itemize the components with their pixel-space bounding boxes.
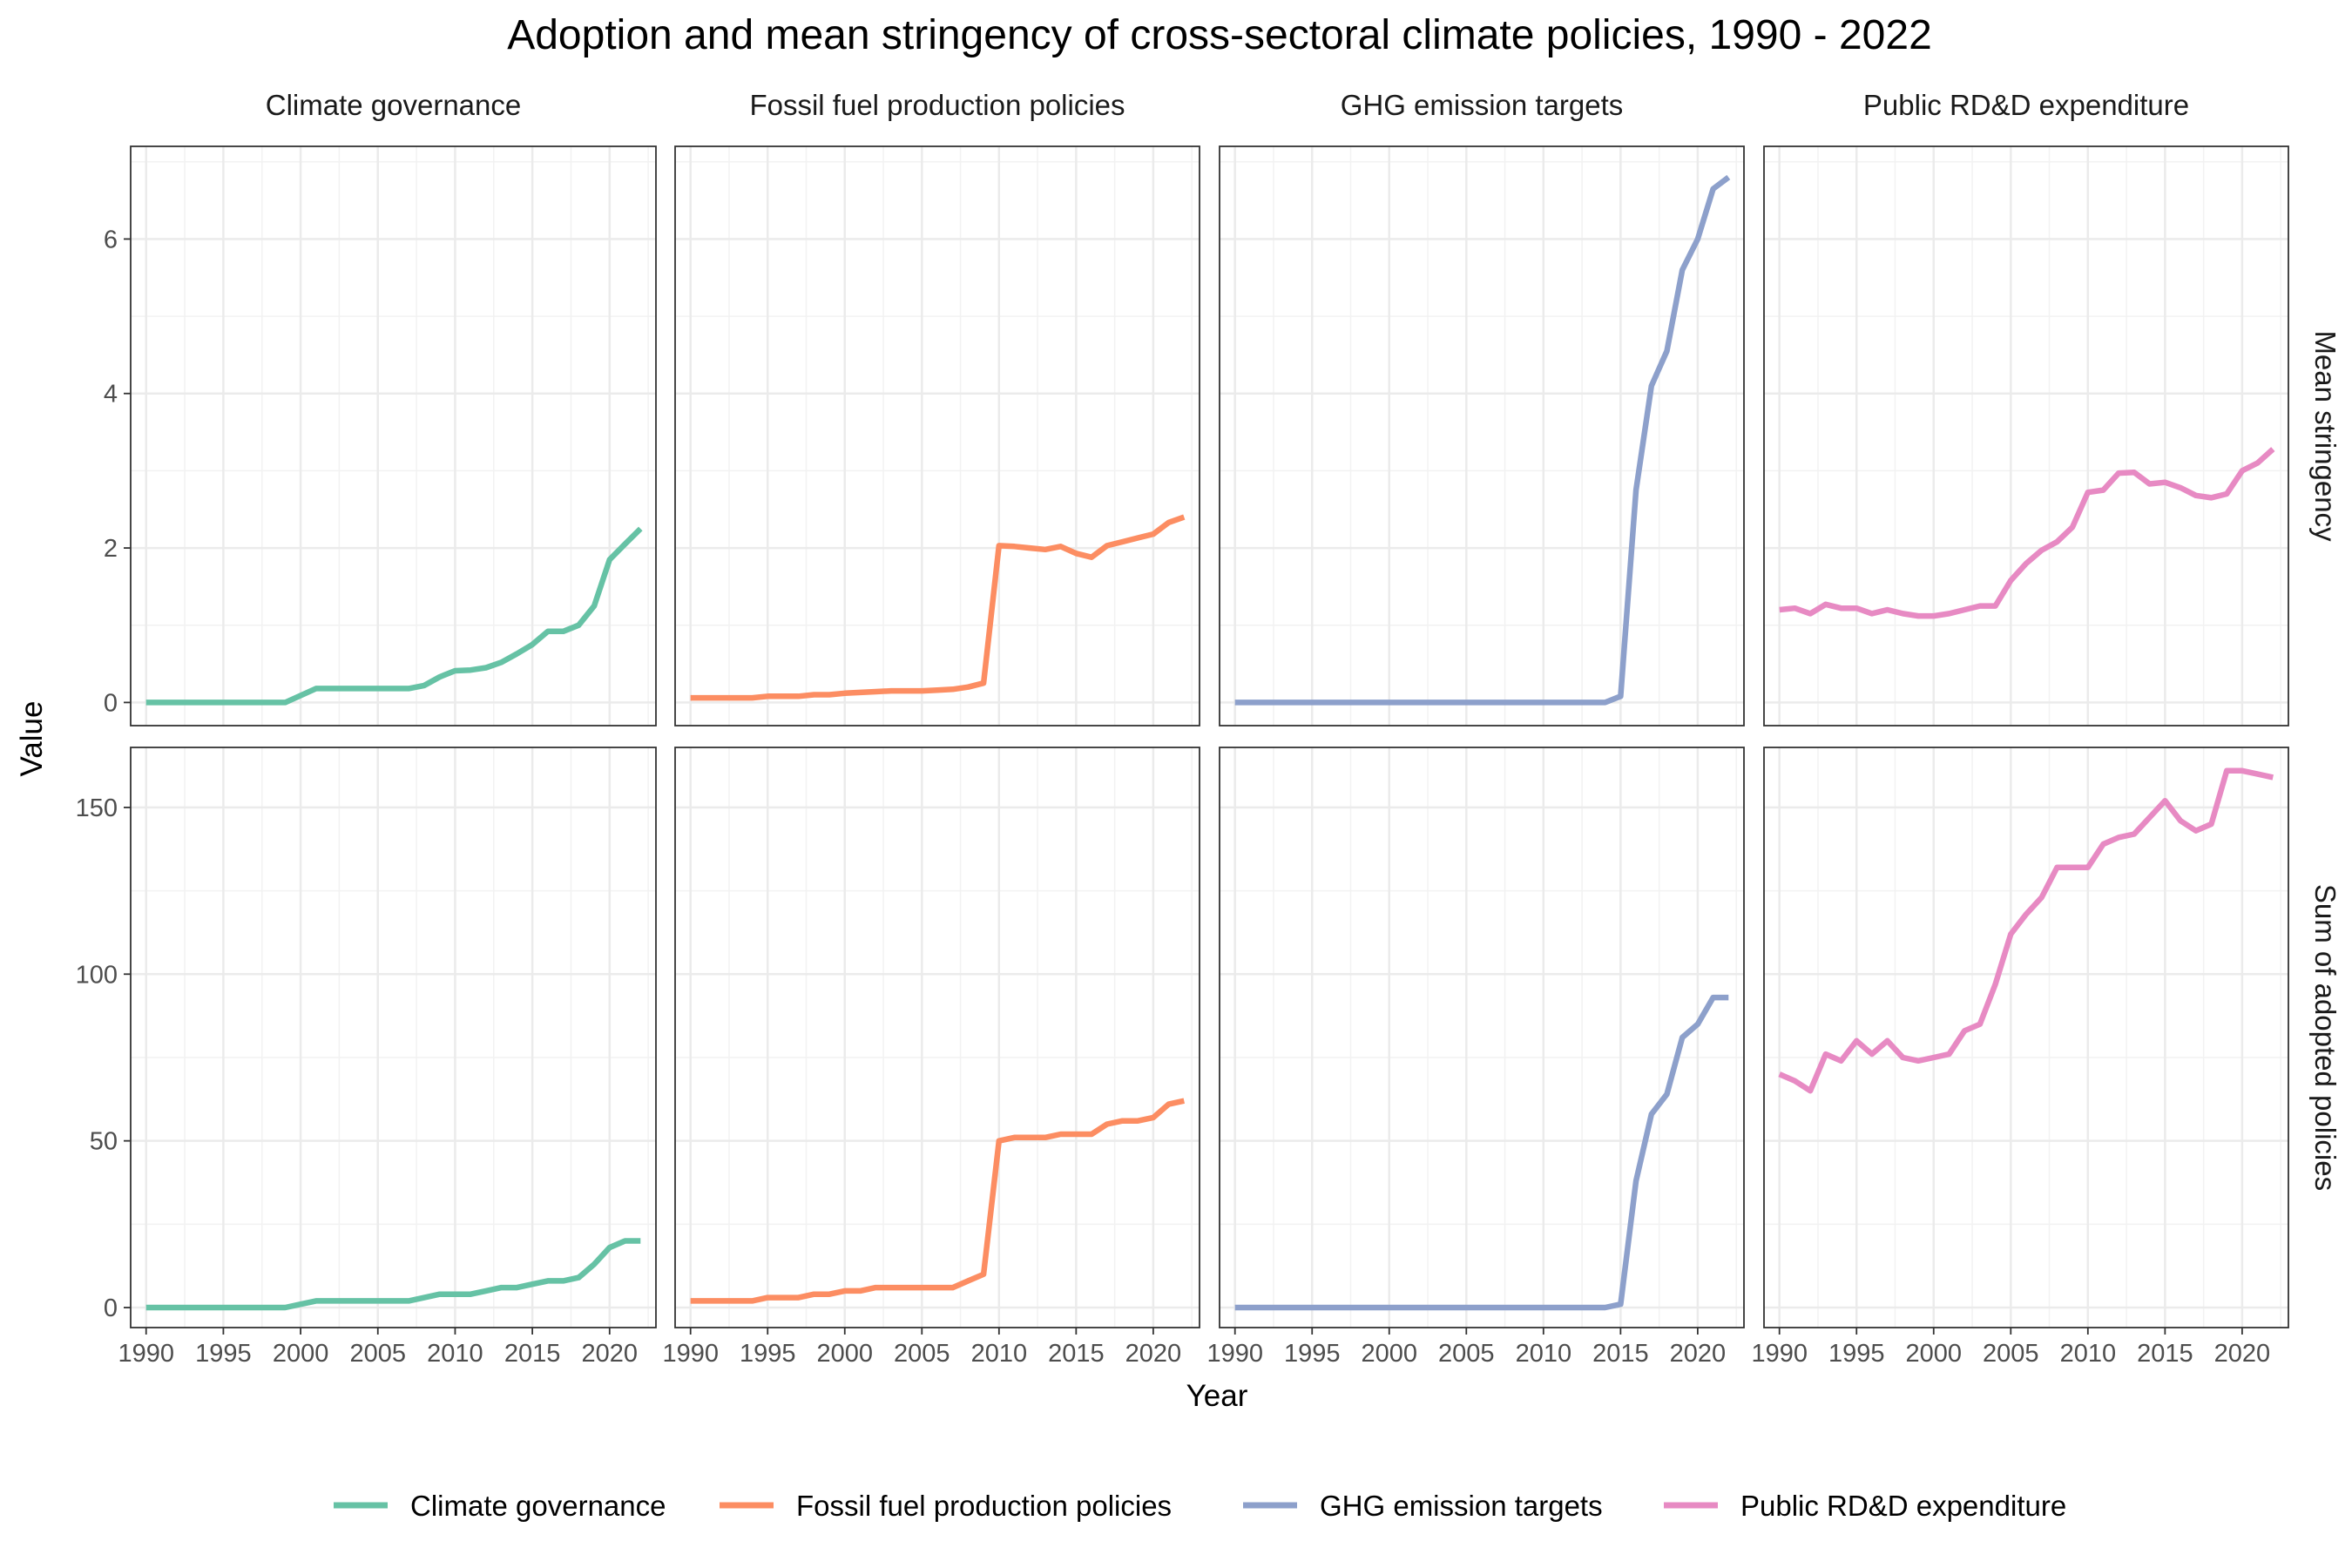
chart-title: Adoption and mean stringency of cross-se… xyxy=(507,12,1932,58)
panel-border xyxy=(1763,145,2289,727)
panel-fossil-fuel-production-policies-mean-stringency xyxy=(674,145,1200,727)
panel-background xyxy=(675,747,1200,1328)
x-tick-label: 1995 xyxy=(740,1340,796,1368)
x-tick-label: 1990 xyxy=(1206,1340,1263,1368)
series-line-ghg-emission-targets-mean-stringency xyxy=(1234,174,1731,706)
panel-border xyxy=(1219,145,1745,727)
series-line-fossil-fuel-production-policies-mean-stringency xyxy=(690,514,1186,701)
x-tick-label: 1995 xyxy=(1828,1340,1885,1368)
x-tick-label: 2005 xyxy=(894,1340,950,1368)
panel-climate-governance-sum-of-adopted-policies: 0 50 100 150 1990 1995 2000 2005 2010 2015 2020 xyxy=(76,747,657,1368)
x-tick-label: 2010 xyxy=(1516,1340,1572,1368)
panel-border xyxy=(130,747,657,1328)
x-tick-label: 2020 xyxy=(1125,1340,1182,1368)
y-tick-label: 0 xyxy=(104,689,118,717)
x-axis-title: Year xyxy=(1186,1379,1248,1413)
series-line-fossil-fuel-production-policies-sum-of-adopted-policies xyxy=(690,1098,1185,1304)
strip-label-ghg-emission-targets: GHG emission targets xyxy=(1341,89,1624,121)
panel-public-rdandd-expenditure-mean-stringency xyxy=(1763,145,2289,727)
strip-label-fossil-fuel-production-policies: Fossil fuel production policies xyxy=(749,89,1125,121)
panel-background xyxy=(131,146,656,726)
x-tick-label: 2020 xyxy=(1670,1340,1727,1368)
strip-label-public-rdandd-expenditure: Public RD&D expenditure xyxy=(1863,89,2189,121)
y-tick-label: 100 xyxy=(76,961,118,989)
panel-border xyxy=(1219,747,1745,1328)
x-tick-label: 2010 xyxy=(427,1340,483,1368)
x-tick-label: 2005 xyxy=(350,1340,407,1368)
row-strip-label-sum-of-adopted-policies: Sum of adopted policies xyxy=(2309,884,2342,1191)
legend-label: Climate governance xyxy=(410,1490,666,1522)
panel-background xyxy=(1220,146,1744,726)
x-tick-label: 2000 xyxy=(1362,1340,1418,1368)
panel-grid: Climate governance Fossil fuel production… xyxy=(76,89,2342,1368)
legend-item-ghg-emission-targets: GHG emission targets xyxy=(1243,1490,1603,1522)
panel-background xyxy=(1764,747,2288,1328)
strip-label-climate-governance: Climate governance xyxy=(266,89,522,121)
legend-label: Public RD&D expenditure xyxy=(1740,1490,2066,1522)
row-strip-label-mean-stringency: Mean stringency xyxy=(2309,330,2342,542)
x-tick-label: 1990 xyxy=(662,1340,719,1368)
x-tick-label: 2000 xyxy=(1906,1340,1963,1368)
x-tick-label: 2010 xyxy=(2060,1340,2117,1368)
y-tick-label: 6 xyxy=(104,226,118,253)
legend: Climate governance Fossil fuel production… xyxy=(334,1490,2066,1522)
legend-item-public-rdandd-expenditure: Public RD&D expenditure xyxy=(1664,1490,2066,1522)
x-tick-label: 2010 xyxy=(971,1340,1028,1368)
x-tick-label: 2015 xyxy=(504,1340,561,1368)
x-tick-label: 2020 xyxy=(2214,1340,2271,1368)
panel-border xyxy=(674,145,1200,727)
panel-ghg-emission-targets-mean-stringency xyxy=(1219,145,1745,727)
x-tick-label: 1990 xyxy=(1751,1340,1808,1368)
x-tick-label: 2015 xyxy=(2137,1340,2193,1368)
x-tick-label: 2005 xyxy=(1983,1340,2039,1368)
legend-label: GHG emission targets xyxy=(1320,1490,1603,1522)
panel-background xyxy=(675,146,1200,726)
panel-border xyxy=(1763,747,2289,1328)
series-line-climate-governance-sum-of-adopted-policies xyxy=(145,1238,641,1311)
legend-item-fossil-fuel-production-policies: Fossil fuel production policies xyxy=(720,1490,1172,1522)
series-line-public-rdandd-expenditure-mean-stringency xyxy=(1779,447,2275,619)
x-tick-label: 2015 xyxy=(1592,1340,1649,1368)
y-tick-label: 4 xyxy=(104,381,118,409)
series-line-climate-governance-mean-stringency xyxy=(145,526,643,706)
series-line-ghg-emission-targets-sum-of-adopted-policies xyxy=(1234,994,1729,1311)
panel-background xyxy=(1764,146,2288,726)
x-tick-label: 2015 xyxy=(1048,1340,1105,1368)
y-tick-label: 2 xyxy=(104,535,118,563)
x-tick-label: 2020 xyxy=(582,1340,639,1368)
x-tick-label: 1995 xyxy=(195,1340,252,1368)
legend-label: Fossil fuel production policies xyxy=(796,1490,1172,1522)
x-tick-label: 1990 xyxy=(118,1340,174,1368)
y-axis-title: Value xyxy=(15,701,49,777)
series-line-public-rdandd-expenditure-sum-of-adopted-policies xyxy=(1778,767,2274,1094)
legend-item-climate-governance: Climate governance xyxy=(334,1490,666,1522)
panel-background xyxy=(131,747,656,1328)
y-tick-label: 0 xyxy=(104,1294,118,1322)
panel-ghg-emission-targets-sum-of-adopted-policies: 1990 1995 2000 2005 2010 2015 2020 xyxy=(1206,747,1745,1368)
panel-border xyxy=(130,145,657,727)
panel-public-rdandd-expenditure-sum-of-adopted-policies: 1990 1995 2000 2005 2010 2015 2020 xyxy=(1751,747,2289,1368)
x-tick-label: 2000 xyxy=(817,1340,874,1368)
y-tick-label: 50 xyxy=(90,1128,118,1156)
panel-fossil-fuel-production-policies-sum-of-adopted-policies: 1990 1995 2000 2005 2010 2015 2020 xyxy=(662,747,1200,1368)
y-tick-label: 150 xyxy=(76,794,118,822)
panel-climate-governance-mean-stringency: 0 2 4 6 xyxy=(104,145,657,727)
panel-background xyxy=(1220,747,1744,1328)
x-tick-label: 2005 xyxy=(1438,1340,1495,1368)
x-tick-label: 1995 xyxy=(1284,1340,1341,1368)
x-tick-label: 2000 xyxy=(273,1340,329,1368)
panel-border xyxy=(674,747,1200,1328)
